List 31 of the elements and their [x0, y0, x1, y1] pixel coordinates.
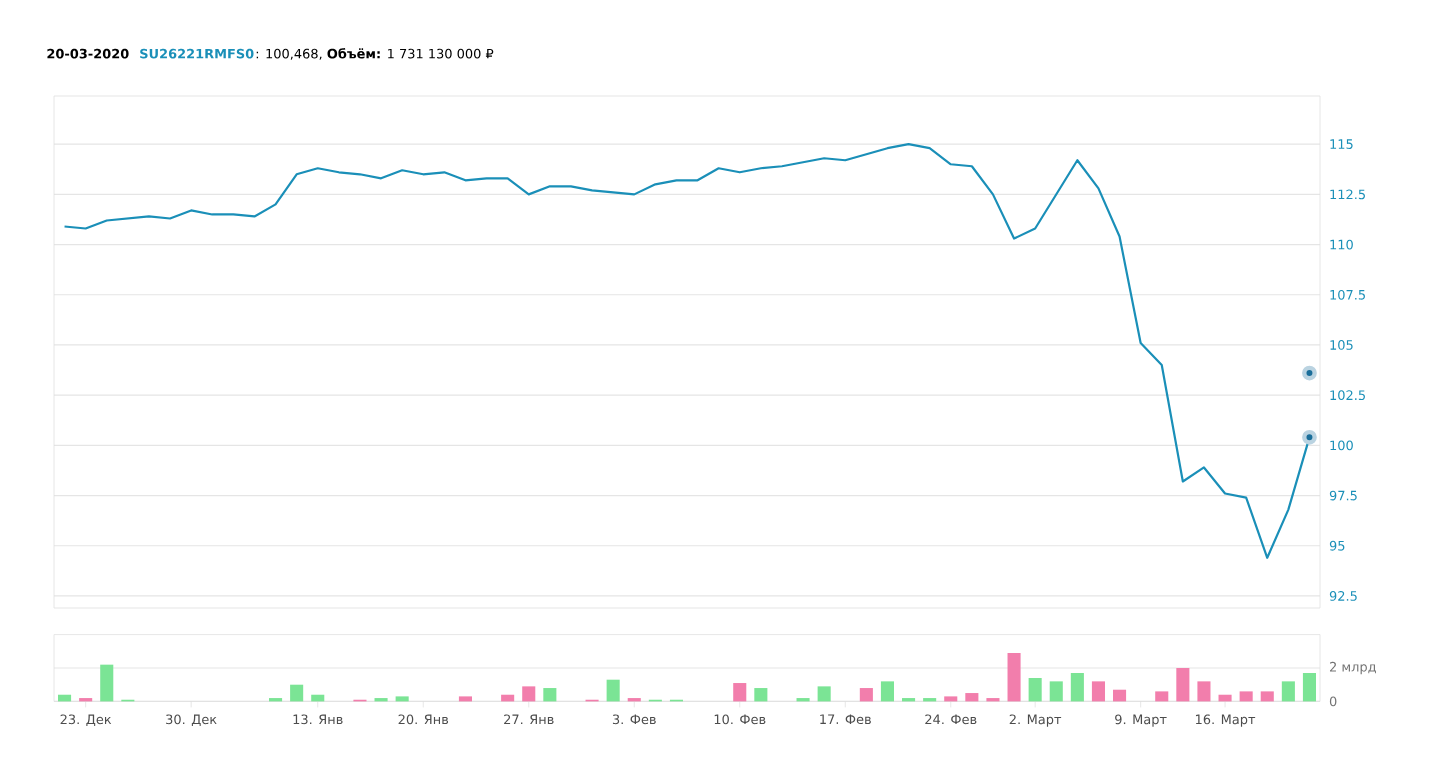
bar [880, 681, 894, 702]
bar [733, 683, 747, 702]
bar [1239, 691, 1253, 702]
bar [1197, 681, 1211, 702]
bar [395, 696, 409, 702]
bar [944, 696, 958, 702]
bar [311, 694, 325, 702]
bar [100, 664, 114, 702]
bar [522, 686, 536, 702]
bar [1176, 668, 1190, 702]
bar [606, 679, 620, 702]
bar [1113, 689, 1127, 702]
bar [58, 694, 72, 702]
bar [965, 693, 979, 702]
bar [1155, 691, 1169, 702]
bar [501, 694, 515, 702]
bar [290, 684, 304, 702]
bar [1007, 652, 1021, 702]
bar [1091, 681, 1105, 702]
bar [859, 688, 873, 702]
bar [458, 696, 472, 702]
bar [1302, 673, 1316, 702]
bar [817, 686, 831, 702]
bar [1070, 673, 1084, 702]
bar [1218, 694, 1232, 702]
bar [1028, 678, 1042, 702]
bar [754, 688, 768, 702]
bar [1281, 681, 1295, 702]
bar [543, 688, 557, 702]
bar [1260, 691, 1274, 702]
bar [1049, 681, 1063, 702]
